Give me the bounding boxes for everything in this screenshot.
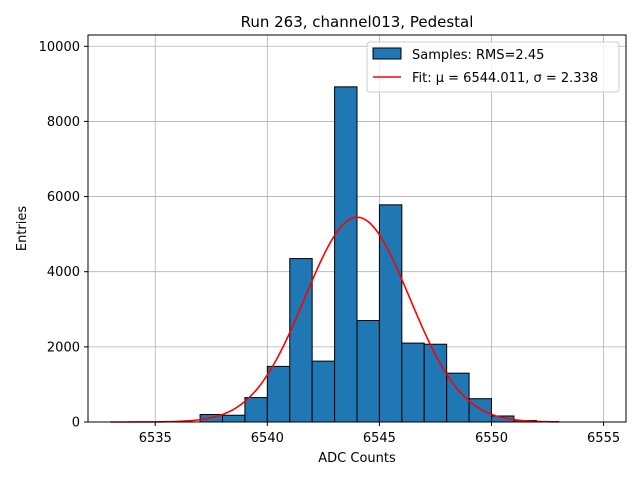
fit-curve-layer [110,216,559,423]
histogram-bar [468,398,493,423]
y-tick-label: 4000 [47,265,80,280]
x-tick-label: 6540 [251,431,284,446]
y-axis-label: Entries [15,206,30,252]
y-tick-label: 0 [72,416,80,431]
y-tick-label: 10000 [39,40,80,55]
x-axis-label: ADC Counts [318,451,396,466]
legend-box [366,41,620,93]
x-axis-ticks: 6535 6540 6545 6550 6555 [139,422,620,446]
fit-curve [110,216,559,423]
y-tick-label: 2000 [47,340,80,355]
x-tick-label: 6550 [475,431,508,446]
y-tick-label: 8000 [47,115,80,130]
legend-samples-label: Samples: RMS=2.45 [412,48,544,63]
histogram-bar [311,360,336,423]
legend-fit-label: Fit: μ = 6544.011, σ = 2.338 [412,71,598,86]
histogram-bar [378,204,403,423]
histogram-bar [222,414,246,423]
histogram-bar [401,342,425,423]
plot-frame [87,34,627,423]
legend: Samples: RMS=2.45 Fit: μ = 6544.011, σ =… [366,41,620,93]
histogram-bar [289,258,313,423]
chart-title: Run 263, channel013, Pedestal [241,13,474,31]
y-tick-label: 6000 [47,190,80,205]
legend-samples-patch [372,47,402,60]
y-axis-ticks: 0 2000 4000 6000 8000 10000 [39,40,88,431]
histogram-bar [356,320,380,423]
x-tick-label: 6535 [139,431,172,446]
x-tick-label: 6555 [587,431,620,446]
histogram-bar [266,365,291,423]
x-tick-label: 6545 [363,431,396,446]
histogram-bar [334,86,358,423]
histogram-bar [244,397,268,423]
